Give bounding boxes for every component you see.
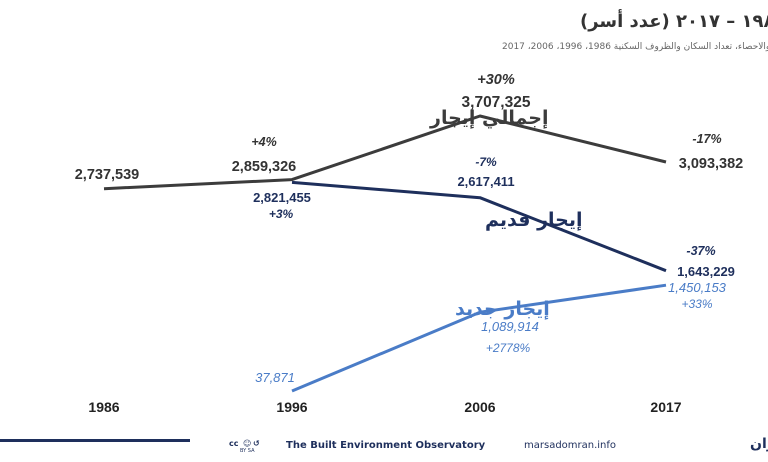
svg-text:cc: cc [229, 439, 239, 448]
chart-source: المصدر: الجهاز المركزي للتعبئة العامة وا… [502, 42, 768, 52]
series-label-old: إيجار قديم [485, 209, 582, 231]
total-value-1986: 2,737,539 [75, 167, 140, 183]
total-change-2017: -17% [692, 132, 721, 146]
old-value-2006: 2,617,411 [457, 174, 514, 189]
chart-title: تطور الإيجار القديم والإيجار الجديد في م… [580, 9, 768, 32]
svg-text:BY SA: BY SA [240, 448, 255, 454]
footer-org-ar: مرصد العمران [750, 436, 768, 452]
x-tick-1986: 1986 [88, 399, 119, 415]
svg-text:☺: ☺ [243, 439, 251, 448]
total-value-2017: 3,093,382 [679, 156, 744, 172]
new-value-2006: 1,089,914 [481, 319, 539, 334]
svg-text:↺: ↺ [253, 439, 260, 448]
x-tick-1996: 1996 [276, 399, 307, 415]
footer-rule [0, 439, 190, 442]
new-value-1996: 37,871 [255, 370, 295, 385]
new-value-2017: 1,450,153 [668, 280, 727, 295]
footer-url[interactable]: marsadomran.info [524, 440, 616, 451]
series-line-new [291, 283, 667, 393]
total-value-2006: 3,707,325 [462, 94, 531, 111]
series-line-old [291, 180, 667, 273]
series-line-total [103, 114, 667, 191]
x-tick-2006: 2006 [464, 399, 495, 415]
new-change-2017: +33% [681, 297, 712, 311]
old-value-2017: 1,643,229 [677, 264, 735, 279]
total-change-2006: +30% [477, 72, 515, 88]
cc-license-icon: cc ☺ ↺ BY SA [229, 439, 260, 454]
footer-org-en: The Built Environment Observatory [286, 440, 486, 451]
series-label-total: إجمالي إيجار [429, 107, 548, 129]
total-value-1996: 2,859,326 [232, 159, 297, 175]
old-value-1996: 2,821,455 [253, 190, 311, 205]
old-change-2017: -37% [686, 244, 715, 258]
new-change-2006: +2778% [486, 341, 531, 355]
total-change-1996: +4% [251, 135, 276, 149]
series-label-new: إيجار جديد [455, 298, 550, 320]
old-change-1996: +3% [269, 207, 294, 221]
old-change-2006: -7% [475, 155, 497, 169]
x-tick-2017: 2017 [650, 399, 681, 415]
series-lines [103, 114, 667, 393]
